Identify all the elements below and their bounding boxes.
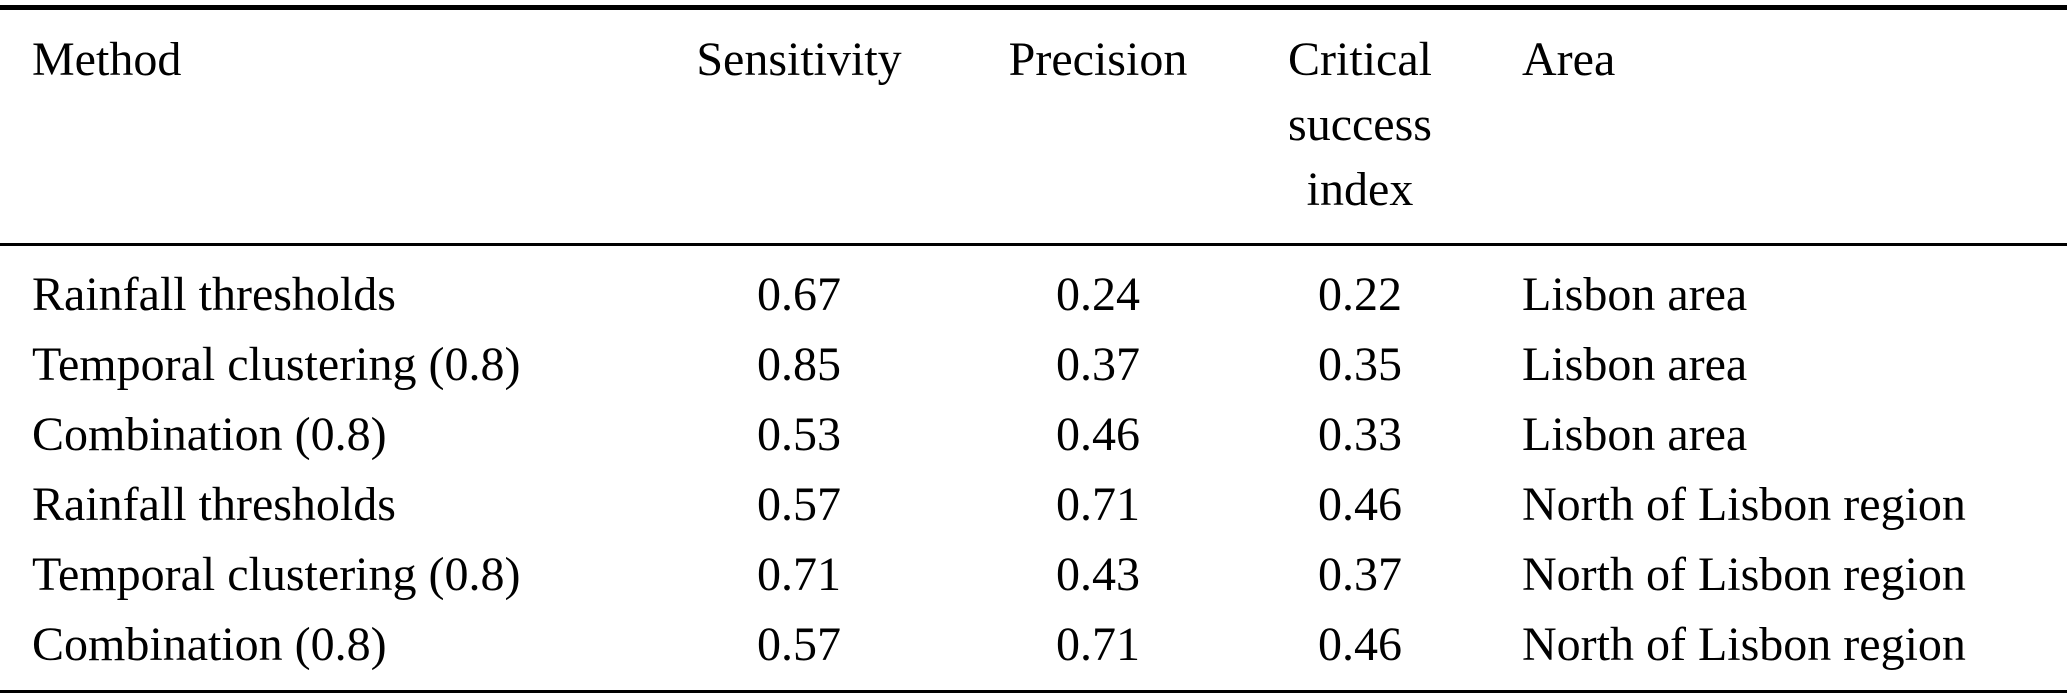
cell-area: Lisbon area	[1522, 407, 1748, 461]
header-row: Method Sensitivity Precision Critical su…	[0, 8, 2067, 245]
table-row: Rainfall thresholds 0.57 0.71 0.46 North…	[0, 469, 2067, 539]
cell-precision: 0.71	[1056, 477, 1140, 531]
cell-precision: 0.46	[1056, 407, 1140, 461]
cell-precision: 0.37	[1056, 337, 1140, 391]
table-row: Temporal clustering (0.8) 0.71 0.43 0.37…	[0, 539, 2067, 609]
cell-precision: 0.43	[1056, 547, 1140, 601]
cell-sensitivity: 0.67	[757, 267, 841, 321]
cell-critical-success-index: 0.35	[1318, 337, 1402, 391]
column-header-sensitivity: Sensitivity	[696, 33, 902, 86]
cell-sensitivity: 0.57	[757, 617, 841, 671]
cell-precision: 0.24	[1056, 267, 1140, 321]
cell-area: Lisbon area	[1522, 267, 1748, 321]
cell-critical-success-index: 0.22	[1318, 267, 1402, 321]
cell-sensitivity: 0.85	[757, 337, 841, 391]
column-header-precision: Precision	[1008, 33, 1188, 86]
cell-sensitivity: 0.53	[757, 407, 841, 461]
cell-critical-success-index: 0.46	[1318, 617, 1402, 671]
cell-area: North of Lisbon region	[1522, 547, 1966, 601]
cell-precision: 0.71	[1056, 617, 1140, 671]
table-row: Combination (0.8) 0.57 0.71 0.46 North o…	[0, 609, 2067, 693]
column-header-area: Area	[1522, 33, 1616, 86]
cell-method: Temporal clustering (0.8)	[32, 337, 521, 391]
table-row: Temporal clustering (0.8) 0.85 0.37 0.35…	[0, 329, 2067, 399]
cell-area: North of Lisbon region	[1522, 477, 1966, 531]
table-body: Rainfall thresholds 0.67 0.24 0.22 Lisbo…	[0, 245, 2067, 693]
cell-area: North of Lisbon region	[1522, 617, 1966, 671]
cell-method: Combination (0.8)	[32, 407, 387, 461]
cell-method: Rainfall thresholds	[32, 477, 396, 531]
table-row: Rainfall thresholds 0.67 0.24 0.22 Lisbo…	[0, 245, 2067, 330]
cell-method: Temporal clustering (0.8)	[32, 547, 521, 601]
column-header-critical-success-index: Critical success index	[1288, 33, 1432, 216]
cell-critical-success-index: 0.33	[1318, 407, 1402, 461]
cell-sensitivity: 0.57	[757, 477, 841, 531]
table-header: Method Sensitivity Precision Critical su…	[0, 8, 2067, 245]
cell-sensitivity: 0.71	[757, 547, 841, 601]
cell-method: Rainfall thresholds	[32, 267, 396, 321]
cell-critical-success-index: 0.46	[1318, 477, 1402, 531]
cell-area: Lisbon area	[1522, 337, 1748, 391]
results-table: Method Sensitivity Precision Critical su…	[0, 5, 2067, 693]
cell-critical-success-index: 0.37	[1318, 547, 1402, 601]
cell-method: Combination (0.8)	[32, 617, 387, 671]
table-row: Combination (0.8) 0.53 0.46 0.33 Lisbon …	[0, 399, 2067, 469]
column-header-method: Method	[32, 33, 182, 86]
